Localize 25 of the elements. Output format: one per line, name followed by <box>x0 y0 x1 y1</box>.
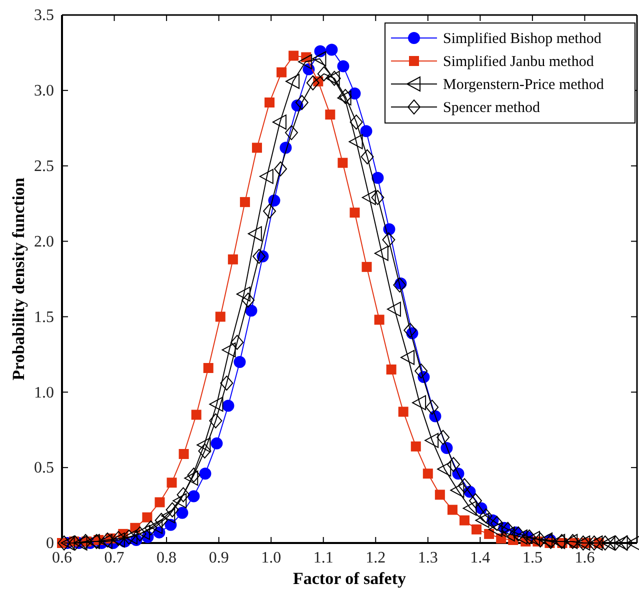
x-tick-label: 1.1 <box>313 549 334 566</box>
y-tick-label: 2.0 <box>34 233 54 250</box>
x-tick-label: 0.8 <box>156 549 177 566</box>
x-axis-title: Factor of safety <box>293 569 406 588</box>
y-tick-label: 3.0 <box>34 82 54 100</box>
y-tick-label: 0.5 <box>34 460 54 477</box>
legend-label: Morgenstern-Price method <box>443 77 604 93</box>
x-tick-label: 1.4 <box>470 549 490 566</box>
x-tick-label: 1.5 <box>522 549 542 566</box>
y-tick-label: 1.0 <box>34 384 54 402</box>
y-tick-label: 0 <box>46 535 54 552</box>
y-tick-label: 3.5 <box>34 7 54 24</box>
legend-label: Spencer method <box>443 100 541 116</box>
legend-label: Simplified Janbu method <box>443 54 594 70</box>
x-tick-label: 0.6 <box>52 549 72 566</box>
x-tick-label: 1.3 <box>418 549 438 566</box>
x-tick-label: 0.7 <box>104 549 124 566</box>
legend-label: Simplified Bishop method <box>443 31 602 47</box>
x-tick-label: 1.2 <box>366 549 386 566</box>
x-tick-label: 1.0 <box>261 549 282 566</box>
y-tick-label: 1.5 <box>34 308 54 326</box>
y-axis-title: Probability density function <box>9 177 28 380</box>
x-tick-label: 0.9 <box>208 549 229 566</box>
y-tick-label: 2.5 <box>34 158 54 175</box>
x-tick-label: 1.6 <box>574 549 595 566</box>
